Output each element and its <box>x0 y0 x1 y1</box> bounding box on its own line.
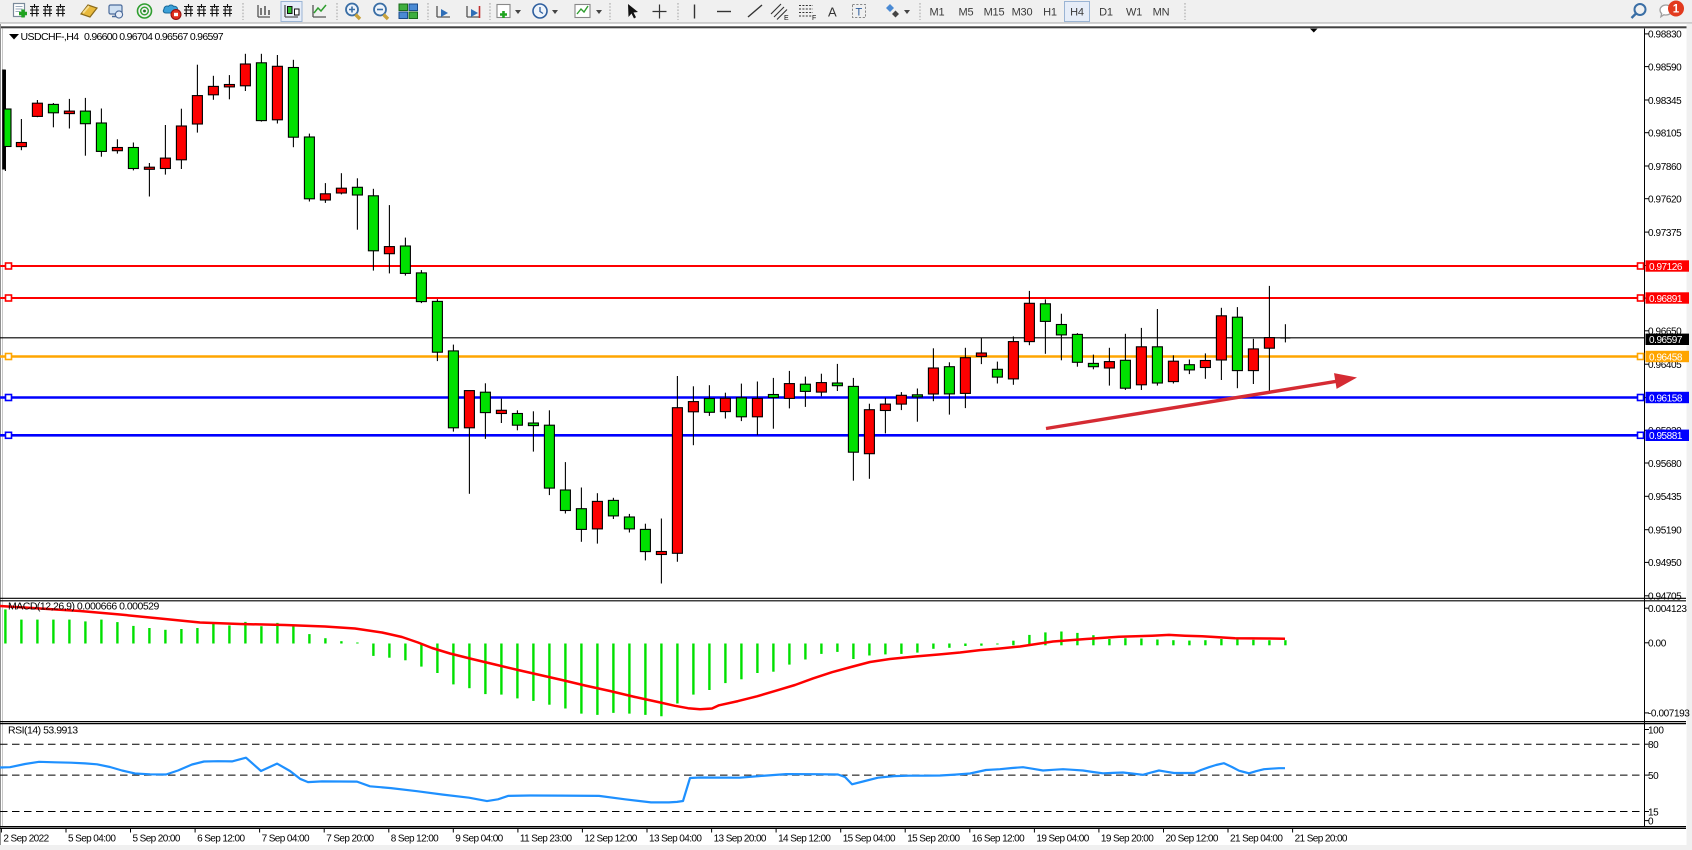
svg-text:50: 50 <box>1648 771 1659 782</box>
svg-text:5 Sep 04:00: 5 Sep 04:00 <box>68 834 116 845</box>
svg-text:0.98345: 0.98345 <box>1648 96 1682 107</box>
svg-text:0: 0 <box>1648 816 1654 827</box>
svg-text:21 Sep 20:00: 21 Sep 20:00 <box>1295 834 1348 845</box>
svg-text:15: 15 <box>1648 807 1659 818</box>
svg-text:H4: H4 <box>1070 7 1084 19</box>
svg-text:6 Sep 12:00: 6 Sep 12:00 <box>197 834 245 845</box>
svg-text:16 Sep 12:00: 16 Sep 12:00 <box>972 834 1025 845</box>
svg-text:0.96600 0.96704 0.96567 0.9659: 0.96600 0.96704 0.96567 0.96597 <box>84 31 224 43</box>
svg-text:0.98105: 0.98105 <box>1648 129 1682 140</box>
svg-text:0.004123: 0.004123 <box>1648 604 1687 615</box>
svg-text:13 Sep 04:00: 13 Sep 04:00 <box>649 834 702 845</box>
svg-text:M5: M5 <box>959 7 974 19</box>
svg-text:80: 80 <box>1648 740 1659 751</box>
svg-text:0.97375: 0.97375 <box>1648 228 1682 239</box>
svg-text:0.96891: 0.96891 <box>1649 294 1683 305</box>
svg-text:T: T <box>856 7 863 19</box>
svg-text:RSI(14) 53.9913: RSI(14) 53.9913 <box>8 725 78 737</box>
svg-text:15 Sep 04:00: 15 Sep 04:00 <box>843 834 896 845</box>
svg-text:W1: W1 <box>1126 7 1142 19</box>
svg-text:0.96597: 0.96597 <box>1649 335 1683 346</box>
svg-text:1: 1 <box>1673 4 1680 16</box>
svg-text:7 Sep 20:00: 7 Sep 20:00 <box>326 834 374 845</box>
svg-text:F: F <box>812 15 816 22</box>
svg-text:0.97620: 0.97620 <box>1648 195 1682 206</box>
svg-text:0.96405: 0.96405 <box>1648 360 1682 371</box>
svg-text:MN: MN <box>1153 7 1170 19</box>
svg-text:0.00: 0.00 <box>1648 639 1667 650</box>
svg-text:H1: H1 <box>1043 7 1057 19</box>
svg-text:0.97860: 0.97860 <box>1648 162 1682 173</box>
svg-text:0.95881: 0.95881 <box>1649 431 1683 442</box>
svg-text:100: 100 <box>1648 725 1664 736</box>
svg-text:0.96158: 0.96158 <box>1649 393 1683 404</box>
svg-text:0.96458: 0.96458 <box>1649 352 1683 363</box>
svg-text:0.96650: 0.96650 <box>1648 327 1682 338</box>
svg-text:M15: M15 <box>984 7 1005 19</box>
svg-text:2 Sep 2022: 2 Sep 2022 <box>3 834 49 845</box>
svg-text:20 Sep 12:00: 20 Sep 12:00 <box>1166 834 1219 845</box>
svg-text:E: E <box>784 15 789 22</box>
svg-text:7 Sep 04:00: 7 Sep 04:00 <box>262 834 310 845</box>
svg-text:0.95435: 0.95435 <box>1648 492 1682 503</box>
svg-text:0.98830: 0.98830 <box>1648 30 1682 41</box>
svg-text:15 Sep 20:00: 15 Sep 20:00 <box>907 834 960 845</box>
svg-text:0.95190: 0.95190 <box>1648 526 1682 537</box>
svg-text:11 Sep 23:00: 11 Sep 23:00 <box>520 834 573 845</box>
svg-text:21 Sep 04:00: 21 Sep 04:00 <box>1230 834 1283 845</box>
svg-text:12 Sep 12:00: 12 Sep 12:00 <box>584 834 637 845</box>
svg-text:13 Sep 20:00: 13 Sep 20:00 <box>714 834 767 845</box>
svg-text:0.94705: 0.94705 <box>1648 592 1682 603</box>
svg-text:0.94950: 0.94950 <box>1648 558 1682 569</box>
svg-text:D1: D1 <box>1099 7 1113 19</box>
svg-text:5 Sep 20:00: 5 Sep 20:00 <box>133 834 181 845</box>
svg-text:19 Sep 20:00: 19 Sep 20:00 <box>1101 834 1154 845</box>
svg-text:-0.007193: -0.007193 <box>1648 709 1690 720</box>
svg-text:0.95680: 0.95680 <box>1648 459 1682 470</box>
svg-text:MACD(12,26,9) 0.000666 0.00052: MACD(12,26,9) 0.000666 0.000529 <box>8 601 160 613</box>
svg-text:14 Sep 12:00: 14 Sep 12:00 <box>778 834 831 845</box>
svg-text:M1: M1 <box>930 7 945 19</box>
svg-text:0.97126: 0.97126 <box>1649 262 1683 273</box>
svg-text:USDCHF-,H4: USDCHF-,H4 <box>21 31 80 43</box>
svg-text:M30: M30 <box>1012 7 1033 19</box>
svg-text:19 Sep 04:00: 19 Sep 04:00 <box>1036 834 1089 845</box>
svg-text:0.98590: 0.98590 <box>1648 62 1682 73</box>
svg-text:8 Sep 12:00: 8 Sep 12:00 <box>391 834 439 845</box>
svg-text:9 Sep 04:00: 9 Sep 04:00 <box>455 834 503 845</box>
svg-text:A: A <box>828 5 837 20</box>
